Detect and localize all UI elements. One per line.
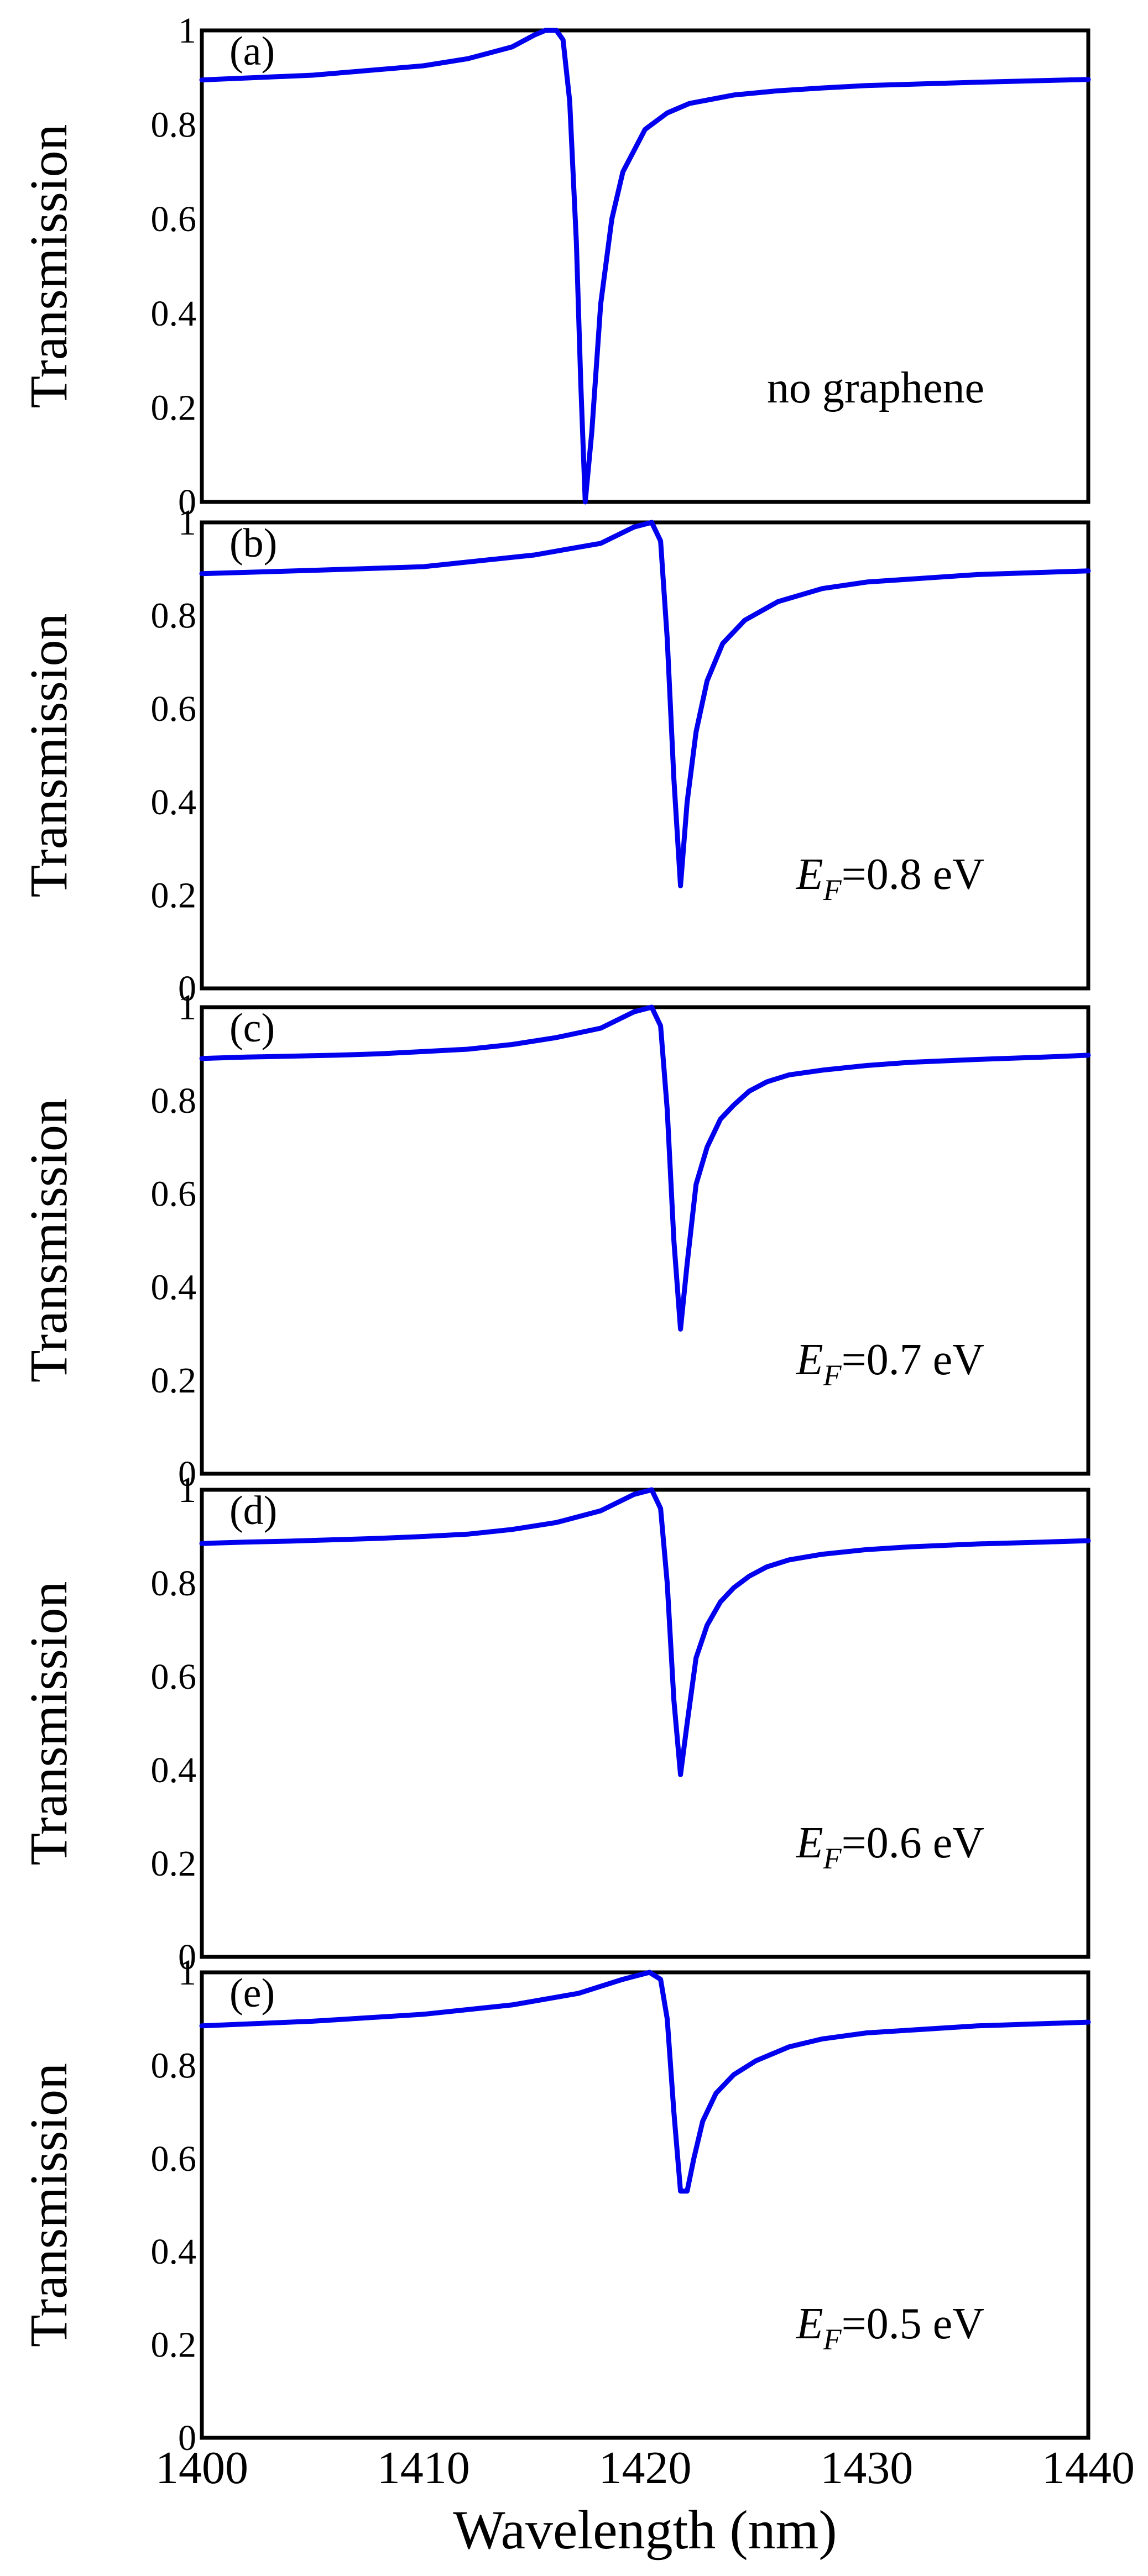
y-tick-label: 0.4	[151, 2232, 197, 2272]
x-tick-label: 1420	[599, 2442, 692, 2494]
y-tick-label: 0.8	[151, 105, 197, 145]
y-tick-label: 0.8	[151, 596, 197, 636]
y-tick-label: 0.6	[151, 1174, 197, 1214]
annotation-value: =0.6 eV	[842, 1819, 984, 1867]
y-tick-label: 0.6	[151, 689, 197, 729]
transmission-curve	[199, 1970, 1091, 2194]
y-tick-label: 0.2	[151, 2325, 197, 2365]
panel-5: 0 0.2 0.4 0.6 0.8 1 Transmission (e) EF=0.5 eV	[19, 1952, 1091, 2458]
transmission-curve	[199, 1004, 1091, 1332]
y-tick-label: 0	[178, 482, 196, 522]
annotation-symbol: E	[796, 1336, 823, 1384]
y-axis-label: Transmission	[19, 2063, 78, 2347]
annotation-subscript: F	[823, 1359, 842, 1392]
y-tick-label: 0.2	[151, 388, 197, 428]
x-tick-label: 1430	[820, 2442, 913, 2494]
y-tick-label: 0	[178, 968, 196, 1009]
annotation-value: =0.8 eV	[842, 850, 984, 899]
annotation-value: =0.5 eV	[842, 2300, 984, 2348]
x-tick-label: 1440	[1042, 2442, 1135, 2494]
y-tick-label: 0.6	[151, 1657, 197, 1697]
annotation: EF=0.7 eV	[796, 1336, 984, 1392]
y-axis-label: Transmission	[19, 1582, 78, 1866]
annotation: EF=0.8 eV	[796, 850, 984, 907]
y-axis-label: Transmission	[19, 1098, 78, 1383]
y-tick-label: 0.6	[151, 2139, 197, 2179]
x-axis-label: Wavelength (nm)	[453, 2499, 837, 2561]
panel-4: 0 0.2 0.4 0.6 0.8 1 Transmission (d) EF=0.6 eV	[19, 1470, 1091, 1977]
y-axis-label: Transmission	[19, 614, 78, 898]
plot-frame	[200, 28, 1090, 504]
plot-frame	[200, 1005, 1090, 1476]
annotation-symbol: E	[796, 850, 823, 899]
y-tick-label: 1	[178, 987, 196, 1028]
plot-frame	[200, 1488, 1090, 1959]
transmission-curve	[199, 1487, 1091, 1777]
annotation: no graphene	[767, 364, 984, 412]
panel-label: (e)	[229, 1971, 275, 2016]
annotation: EF=0.5 eV	[796, 2300, 984, 2356]
y-tick-label: 0	[178, 1937, 196, 1977]
y-tick-label: 0.2	[151, 875, 197, 915]
plot-frame	[200, 520, 1090, 991]
y-tick-label: 0.8	[151, 2045, 197, 2086]
annotation-symbol: E	[796, 1819, 823, 1867]
y-tick-label: 1	[178, 1952, 196, 1993]
panels-group: 0 0.2 0.4 0.6 0.8 1 Transmission (a) no graphene…	[19, 11, 1091, 2458]
y-tick-label: 0.4	[151, 1267, 197, 1307]
transmission-curve	[199, 520, 1091, 888]
y-tick-label: 1	[178, 11, 196, 51]
panel-label: (d)	[229, 1488, 277, 1533]
y-tick-label: 0	[178, 2418, 196, 2458]
annotation-symbol: E	[796, 2300, 823, 2348]
y-tick-label: 0.8	[151, 1081, 197, 1121]
annotation: EF=0.6 eV	[796, 1819, 984, 1875]
panel-label: (a)	[229, 29, 275, 74]
y-tick-label: 1	[178, 1470, 196, 1510]
y-tick-label: 0.4	[151, 1750, 197, 1790]
y-tick-label: 0.4	[151, 782, 197, 823]
annotation-subscript: F	[823, 1842, 842, 1875]
y-tick-label: 0.4	[151, 294, 197, 334]
y-tick-label: 0.8	[151, 1563, 197, 1604]
y-tick-label: 0.6	[151, 199, 197, 239]
annotation-value: =0.7 eV	[842, 1336, 984, 1384]
panel-1: 0 0.2 0.4 0.6 0.8 1 Transmission (a) no graphene	[19, 11, 1091, 522]
x-axis: 1400 1410 1420 1430 1440 Wavelength (nm)	[155, 2442, 1135, 2561]
plot-frame	[200, 1970, 1090, 2440]
panel-2: 0 0.2 0.4 0.6 0.8 1 Transmission (b) EF=0.8 eV	[19, 502, 1091, 1009]
x-tick-label: 1410	[377, 2442, 470, 2494]
y-tick-label: 0.2	[151, 1360, 197, 1401]
y-tick-label: 0	[178, 1454, 196, 1494]
panel-label: (b)	[229, 521, 277, 566]
annotation-subscript: F	[823, 2323, 842, 2356]
y-tick-label: 1	[178, 502, 196, 543]
x-tick-label: 1400	[155, 2442, 248, 2494]
panel-3: 0 0.2 0.4 0.6 0.8 1 Transmission (c) EF=0.7 eV	[19, 987, 1091, 1494]
transmission-curve	[199, 28, 1091, 505]
annotation-subscript: F	[823, 873, 842, 907]
panel-label: (c)	[229, 1006, 275, 1051]
y-axis-label: Transmission	[19, 124, 78, 409]
y-tick-label: 0.2	[151, 1844, 197, 1884]
